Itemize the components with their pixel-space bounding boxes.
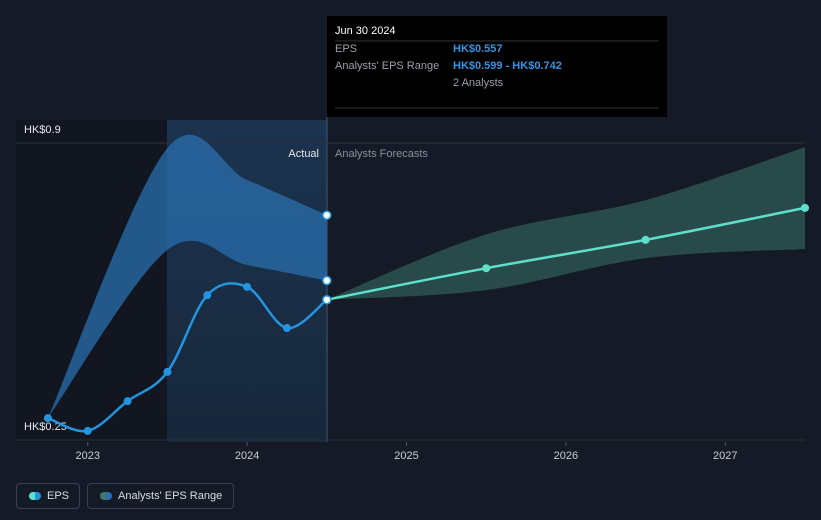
forecast-point xyxy=(641,235,650,244)
eps-point xyxy=(83,426,92,435)
legend-swatch xyxy=(29,492,41,500)
eps-point xyxy=(203,291,212,300)
eps-line xyxy=(326,206,806,301)
tooltip-value: HK$0.599 - HK$0.742 xyxy=(453,60,562,72)
range-band xyxy=(47,134,327,419)
x-tick-label: 2024 xyxy=(235,450,259,462)
tooltip: Jun 30 2024 EPS HK$0.557 Analysts' EPS R… xyxy=(327,16,667,117)
hover-point xyxy=(322,294,332,305)
range-point xyxy=(322,210,332,220)
eps-line xyxy=(47,282,328,433)
forecast-label: Analysts Forecasts xyxy=(335,148,428,160)
tooltip-label: EPS xyxy=(335,43,357,55)
forecast-point xyxy=(801,203,809,212)
x-tick-label: 2026 xyxy=(554,450,578,462)
tooltip-value: HK$0.557 xyxy=(453,43,503,55)
legend-item[interactable]: EPS xyxy=(16,483,80,509)
y-tick-label: HK$0.25 xyxy=(24,421,67,433)
x-tick-label: 2027 xyxy=(713,450,737,462)
tooltip-date: Jun 30 2024 xyxy=(335,25,396,37)
forecast-point xyxy=(482,264,491,273)
eps-point xyxy=(123,397,132,406)
range-point xyxy=(322,275,332,286)
eps-point xyxy=(282,324,291,333)
tooltip-box xyxy=(327,16,667,117)
legend-swatch xyxy=(100,492,112,500)
eps-point xyxy=(243,282,252,291)
range-band xyxy=(326,147,805,300)
legend-label: Analysts' EPS Range xyxy=(118,490,223,502)
past-shade xyxy=(16,120,167,442)
tooltip-label: Analysts' EPS Range xyxy=(335,60,439,72)
legend-label: EPS xyxy=(47,490,70,502)
eps-point xyxy=(163,367,172,376)
x-tick-label: 2025 xyxy=(394,450,418,462)
legend-item[interactable]: Analysts' EPS Range xyxy=(87,483,234,509)
tooltip-analysts: 2 Analysts xyxy=(453,77,504,89)
eps-point xyxy=(43,414,52,423)
actual-label: Actual xyxy=(288,148,319,160)
y-tick-label: HK$0.9 xyxy=(24,124,61,136)
x-tick-label: 2023 xyxy=(75,450,99,462)
